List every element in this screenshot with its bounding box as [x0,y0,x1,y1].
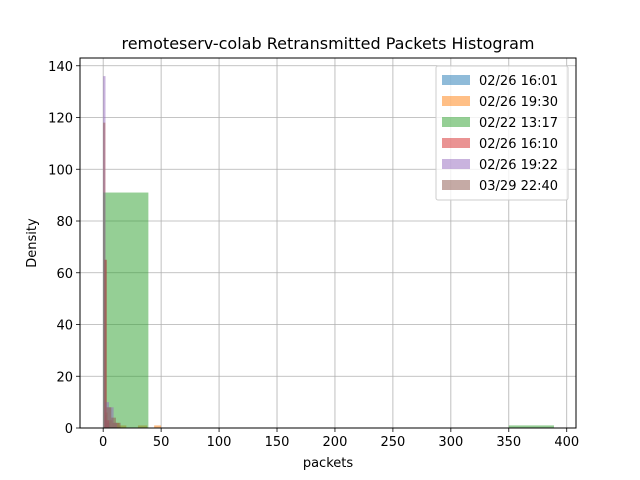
x-tick-label: 50 [153,435,170,450]
legend-swatch [442,117,470,127]
y-tick-label: 20 [56,370,73,385]
series-6-bars [104,259,121,428]
x-tick-label: 250 [380,435,405,450]
y-tick-label: 0 [65,422,73,437]
y-tick-label: 80 [56,215,73,230]
legend-label: 02/26 19:22 [479,158,558,173]
x-tick-label: 350 [496,435,521,450]
y-axis-label: Density [25,218,40,268]
legend-swatch [442,96,470,106]
legend-swatch [442,138,470,148]
series-3-bars [103,192,554,428]
legend-swatch [442,180,470,190]
histogram-bars [103,76,554,429]
x-tick-label: 300 [438,435,463,450]
x-tick-label: 200 [323,435,348,450]
histogram-bar [154,425,162,428]
y-tick-label: 100 [48,163,73,178]
legend: 02/26 16:01 02/26 19:30 02/22 13:17 02/26 1… [435,65,569,201]
chart-title: remoteserv-colab Retransmitted Packets H… [121,34,534,53]
y-tick-label: 40 [56,319,73,334]
y-tick-label: 120 [48,112,73,127]
histogram-bar [103,192,149,428]
y-tick-label: 140 [48,60,73,75]
histogram-bar [106,407,112,428]
legend-label: 03/29 22:40 [479,179,558,194]
axis-ticks: 0 50 100 150 200 250 300 350 400 0 20 40 60 80 100 120 1… [48,60,579,450]
plot-frame [79,57,577,429]
x-tick-label: 150 [265,435,290,450]
x-tick-label: 0 [99,435,107,450]
legend-label: 02/26 19:30 [479,95,558,110]
legend-label: 02/26 16:01 [479,74,558,89]
histogram-bar [103,76,106,429]
x-tick-label: 100 [207,435,232,450]
legend-label: 02/22 13:17 [479,116,558,131]
legend-swatch [442,75,470,85]
histogram-bar [104,259,107,428]
histogram-bar [508,425,554,428]
histogram-bar [115,422,121,428]
histogram-bar [111,417,116,428]
legend-swatch [442,159,470,169]
x-tick-label: 400 [554,435,579,450]
legend-label: 02/26 16:10 [479,137,558,152]
x-axis-label: packets [303,456,354,471]
y-tick-label: 60 [56,267,73,282]
